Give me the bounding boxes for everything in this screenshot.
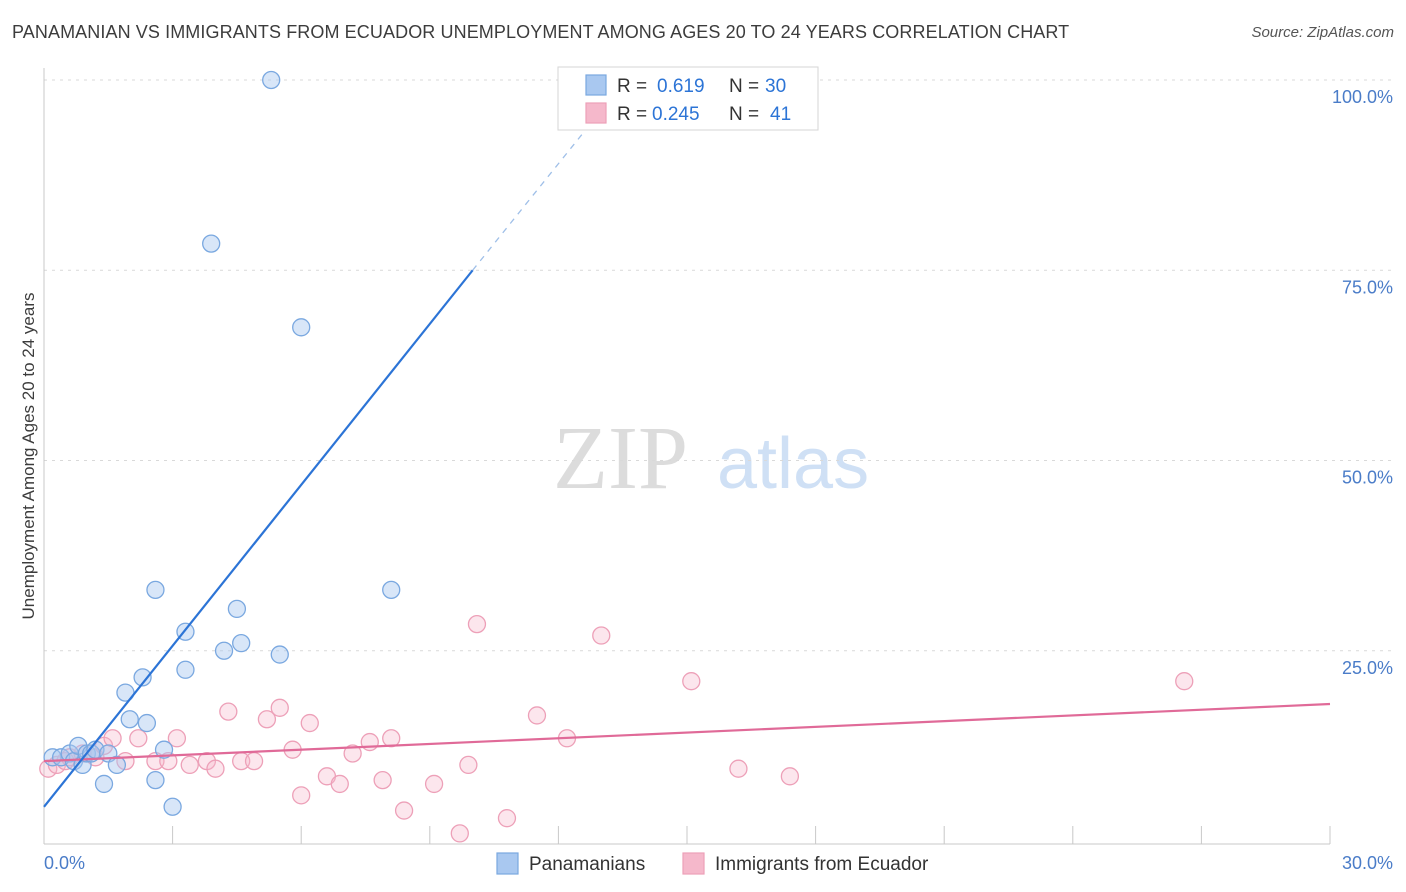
chart-title: PANAMANIAN VS IMMIGRANTS FROM ECUADOR UN… <box>12 22 1070 42</box>
bottom-legend-label-ecuador: Immigrants from Ecuador <box>715 854 929 875</box>
ecuador-point <box>180 755 199 775</box>
series-legend: Panamanians Immigrants from Ecuador <box>496 852 929 875</box>
legend-r-value-pink: 0.245 <box>652 104 700 125</box>
panamanian-point <box>133 668 152 687</box>
trend-lines <box>43 110 1331 808</box>
ecuador-point <box>682 672 701 691</box>
ecuador-point <box>206 759 225 778</box>
series-immigrants-ecuador <box>39 614 1194 843</box>
ecuador-point <box>219 702 238 721</box>
ecuador-point <box>244 751 264 771</box>
panamanian-point <box>146 770 165 790</box>
panamanian-point <box>202 234 221 253</box>
panamanian-point <box>262 70 281 90</box>
ecuador-point <box>270 698 289 717</box>
panamanian-point <box>146 580 165 600</box>
y-tick-label-100: 100.0% <box>1332 87 1393 107</box>
series-panamanians <box>43 70 401 816</box>
ecuador-point <box>343 744 362 763</box>
panamanian-point <box>107 755 127 775</box>
bottom-legend-swatch-ecuador <box>682 852 705 875</box>
panamanian-point <box>120 710 139 729</box>
ecuador-point <box>292 786 311 805</box>
panamanian-trend-extension <box>472 110 602 271</box>
panamanian-point <box>163 797 182 816</box>
legend-swatch-pink <box>585 102 607 124</box>
x-tick-label-min: 0.0% <box>44 853 85 873</box>
legend-n-value-pink: 41 <box>770 104 791 125</box>
panamanian-point <box>137 713 157 733</box>
panamanian-point <box>227 599 247 619</box>
panamanian-point <box>214 641 234 660</box>
ecuador-point <box>103 729 122 748</box>
legend-n-label-pink: N = <box>729 104 759 125</box>
y-tick-labels: 25.0% 50.0% 75.0% 100.0% <box>1332 87 1393 678</box>
watermark-zip: ZIP <box>553 409 688 508</box>
ecuador-point <box>467 614 487 634</box>
ecuador-point <box>780 767 800 786</box>
legend-n-value-blue: 30 <box>765 76 786 97</box>
legend-n-label-blue: N = <box>729 76 759 97</box>
legend-swatch-blue <box>585 74 607 96</box>
ecuador-point <box>459 755 478 775</box>
ecuador-point <box>300 713 319 733</box>
ecuador-point <box>424 774 444 794</box>
panamanian-point <box>270 645 289 664</box>
ecuador-trend-line <box>43 702 1331 763</box>
ecuador-point <box>129 729 148 748</box>
panamanian-point <box>382 580 401 600</box>
y-tick-label-75: 75.0% <box>1342 277 1393 297</box>
y-axis-label: Unemployment Among Ages 20 to 24 years <box>19 293 38 620</box>
ecuador-point <box>729 759 748 778</box>
panamanian-point <box>176 660 195 679</box>
bottom-legend-label-panamanians: Panamanians <box>529 854 645 875</box>
correlation-legend: R = 0.619 N = 30 R = 0.245 N = 41 <box>557 66 819 131</box>
panamanian-trend-line <box>43 269 474 808</box>
ecuador-point <box>382 729 401 748</box>
ecuador-point <box>450 824 469 843</box>
y-tick-label-50: 50.0% <box>1342 468 1393 488</box>
y-tick-label-25: 25.0% <box>1342 658 1393 678</box>
x-axis-ticks <box>43 826 1331 844</box>
legend-r-label-pink: R = <box>617 104 647 125</box>
ecuador-point <box>592 626 611 645</box>
ecuador-point <box>1175 672 1194 691</box>
watermark-atlas: atlas <box>717 424 869 504</box>
legend-r-value-blue: 0.619 <box>657 76 705 97</box>
legend-r-label-blue: R = <box>617 76 647 97</box>
x-tick-label-max: 30.0% <box>1342 853 1393 873</box>
panamanian-point <box>232 633 251 653</box>
panamanian-point <box>94 774 114 794</box>
ecuador-point <box>167 729 187 748</box>
gridlines <box>44 79 1393 652</box>
ecuador-point <box>497 809 517 828</box>
ecuador-point <box>330 774 349 794</box>
panamanian-point <box>292 318 311 337</box>
ecuador-point <box>373 770 392 790</box>
ecuador-point <box>394 801 414 820</box>
panamanian-point <box>154 740 174 759</box>
ecuador-point <box>257 710 277 729</box>
chart-source: Source: ZipAtlas.com <box>1251 24 1394 41</box>
ecuador-point <box>527 706 547 725</box>
bottom-legend-swatch-panamanians <box>496 852 519 875</box>
ecuador-point <box>360 732 379 752</box>
